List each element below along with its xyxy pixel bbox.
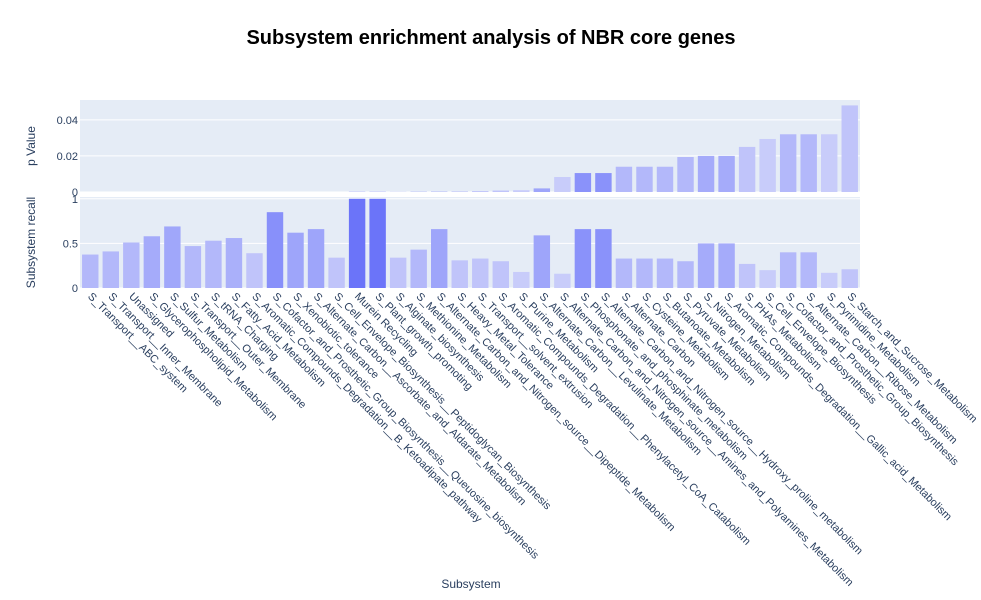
bar <box>574 229 592 288</box>
bar <box>697 155 715 192</box>
bar <box>554 273 571 288</box>
bar <box>143 236 161 288</box>
bar <box>800 134 817 192</box>
bar <box>492 261 509 288</box>
bar <box>841 105 858 192</box>
bar <box>821 272 838 288</box>
bar <box>677 157 694 192</box>
bar <box>677 261 694 288</box>
bar <box>266 212 284 288</box>
y-tick-label: 0.02 <box>57 151 78 163</box>
bar <box>533 188 551 192</box>
bar <box>595 229 612 288</box>
bar <box>759 270 776 288</box>
bar <box>554 177 571 192</box>
bar <box>451 191 468 192</box>
bar <box>410 249 427 288</box>
bar <box>656 166 674 192</box>
bar <box>369 198 386 288</box>
bar <box>184 246 202 288</box>
y-tick-label: 0.04 <box>57 115 78 127</box>
bar <box>472 258 489 288</box>
bar <box>102 251 119 288</box>
bar <box>636 258 653 288</box>
y-axis-title: p Value <box>24 126 38 166</box>
bar <box>472 191 489 192</box>
bar <box>164 226 181 288</box>
bar <box>738 263 756 288</box>
bar <box>246 253 263 288</box>
bar <box>123 242 140 288</box>
bar <box>513 271 530 288</box>
bar <box>287 232 304 288</box>
y-tick-label: 1 <box>72 194 78 206</box>
bar <box>800 252 817 288</box>
bar <box>513 190 530 192</box>
bar <box>656 258 674 288</box>
y-tick-label: 0 <box>72 283 78 295</box>
bar <box>348 198 366 288</box>
bar <box>841 269 858 288</box>
bar <box>431 229 448 288</box>
bar <box>225 238 243 288</box>
bar <box>492 190 509 192</box>
chart-title: Subsystem enrichment analysis of NBR cor… <box>246 27 735 49</box>
bar <box>779 252 797 288</box>
x-axis-title: Subsystem <box>441 577 500 591</box>
bar <box>615 166 633 192</box>
bar <box>759 138 776 192</box>
bar <box>718 155 735 192</box>
bar <box>389 257 407 288</box>
bar <box>451 260 468 288</box>
bar <box>307 229 325 288</box>
bar <box>574 173 592 192</box>
y-tick-label: 0.5 <box>63 238 78 250</box>
bar <box>636 166 653 192</box>
bar <box>595 173 612 192</box>
x-tick-label: S_Alternate_Carbon__Ribose_Metabolism <box>804 291 960 447</box>
bar <box>821 134 838 192</box>
bar <box>82 254 99 288</box>
y-tick-label: 0 <box>72 187 78 199</box>
bar <box>533 235 551 288</box>
bar <box>697 243 715 288</box>
bar <box>779 134 797 192</box>
y-axis-title: Subsystem recall <box>24 197 38 288</box>
bar <box>718 243 735 288</box>
bar <box>205 240 222 288</box>
bar <box>615 258 633 288</box>
bar <box>328 257 345 288</box>
bar <box>738 146 756 192</box>
